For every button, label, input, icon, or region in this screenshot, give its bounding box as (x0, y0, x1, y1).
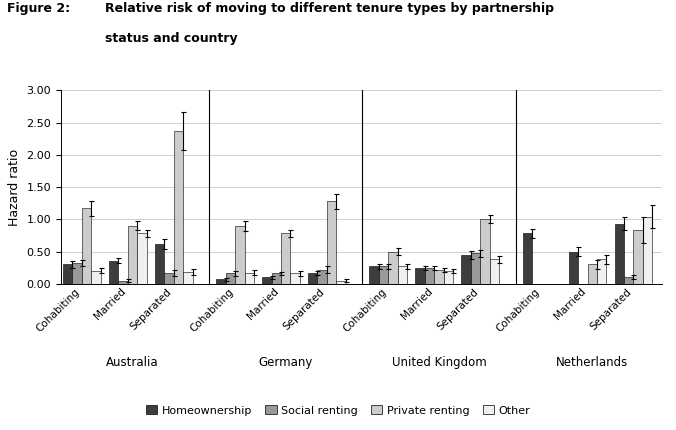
Bar (63, 264, 72, 284)
Bar (72, 263, 82, 284)
Bar (461, 255, 470, 284)
Bar (245, 273, 254, 284)
Bar (137, 233, 147, 284)
Bar (262, 277, 272, 284)
Bar (291, 273, 300, 284)
Bar (109, 261, 118, 284)
Bar (614, 224, 624, 284)
Bar (281, 233, 291, 284)
Text: Germany: Germany (258, 356, 313, 369)
Text: Figure 2:: Figure 2: (7, 2, 70, 15)
Bar (624, 277, 633, 284)
Bar (480, 219, 489, 284)
Text: status and country: status and country (105, 32, 237, 45)
Bar (91, 271, 101, 284)
Bar (523, 233, 532, 284)
Bar (434, 270, 443, 284)
Bar (388, 252, 397, 284)
Bar (235, 226, 245, 284)
Bar (164, 273, 174, 284)
Bar (337, 280, 346, 284)
Legend: Homeownership, Social renting, Private renting, Other: Homeownership, Social renting, Private r… (142, 401, 534, 420)
Text: Australia: Australia (106, 356, 159, 369)
Bar (643, 217, 652, 284)
Y-axis label: Hazard ratio: Hazard ratio (8, 148, 21, 226)
Bar (327, 201, 337, 284)
Bar (369, 266, 379, 284)
Text: United Kingdom: United Kingdom (391, 356, 486, 369)
Bar (155, 244, 164, 284)
Bar (82, 209, 91, 284)
Bar (633, 230, 643, 284)
Bar (118, 280, 128, 284)
Bar (226, 273, 235, 284)
Bar (379, 266, 388, 284)
Bar (470, 253, 480, 284)
Text: Relative risk of moving to different tenure types by partnership: Relative risk of moving to different ten… (105, 2, 554, 15)
Bar (174, 131, 183, 284)
Bar (443, 271, 453, 284)
Bar (216, 280, 226, 284)
Bar (569, 252, 578, 284)
Bar (597, 259, 606, 284)
Bar (415, 267, 425, 284)
Bar (272, 273, 281, 284)
Bar (425, 267, 434, 284)
Bar (128, 226, 137, 284)
Bar (183, 272, 193, 284)
Bar (489, 259, 499, 284)
Bar (587, 264, 597, 284)
Bar (308, 273, 318, 284)
Bar (397, 266, 407, 284)
Bar (318, 270, 327, 284)
Text: Netherlands: Netherlands (556, 356, 629, 369)
